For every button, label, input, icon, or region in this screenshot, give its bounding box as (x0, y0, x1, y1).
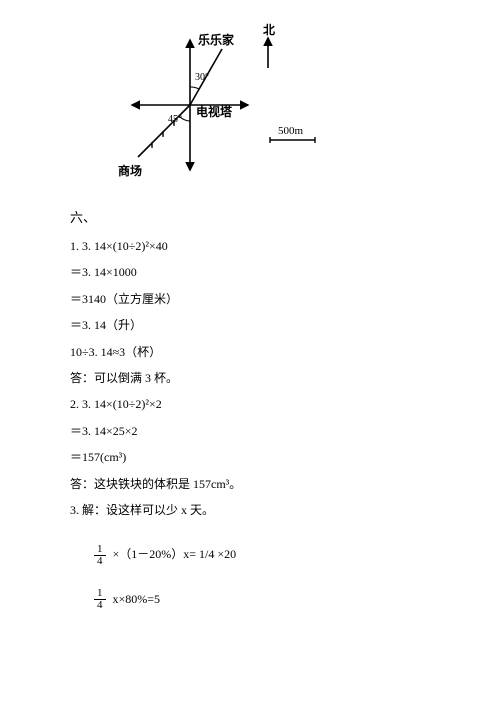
fraction: 1 4 (94, 588, 106, 611)
p1-line4: ＝3. 14（升） (70, 312, 430, 338)
fraction: 1 4 (94, 544, 106, 567)
p3-eq2: 1 4 x×80%=5 (90, 586, 430, 612)
frac-den: 4 (94, 600, 106, 611)
p3-intro: 3. 解：设这样可以少 x 天。 (70, 497, 430, 523)
p2-line3: ＝157(cm³) (70, 444, 430, 470)
direction-diagram: 500m 北 30° 乐乐家 电视塔 45° 商场 (100, 20, 330, 185)
north-label: 北 (263, 22, 275, 37)
home-label: 乐乐家 (198, 32, 235, 47)
angle-lower-label: 45° (168, 114, 182, 125)
mall-label: 商场 (118, 163, 142, 178)
frac-den: 4 (94, 556, 106, 567)
p1-line3: ＝3140（立方厘米） (70, 286, 430, 312)
p3-eq1: 1 4 ×（1－20%）x= 1/4 ×20 (90, 541, 430, 567)
p1-answer: 答：可以倒满 3 杯。 (70, 365, 430, 391)
p1-line2: ＝3. 14×1000 (70, 259, 430, 285)
tv-tower-label: 电视塔 (196, 104, 233, 119)
eq2-text: x×80%=5 (110, 592, 161, 606)
p2-answer: 答：这块铁块的体积是 157cm³。 (70, 471, 430, 497)
p2-line1: 2. 3. 14×(10÷2)²×2 (70, 391, 430, 417)
p2-line2: ＝3. 14×25×2 (70, 418, 430, 444)
angle-upper-label: 30° (195, 72, 209, 83)
eq1-text: ×（1－20%）x= 1/4 ×20 (110, 547, 237, 561)
p1-line1: 1. 3. 14×(10÷2)²×40 (70, 233, 430, 259)
scale-label: 500m (278, 125, 304, 137)
section-header: 六、 (70, 204, 430, 233)
p1-line5: 10÷3. 14≈3（杯） (70, 339, 430, 365)
